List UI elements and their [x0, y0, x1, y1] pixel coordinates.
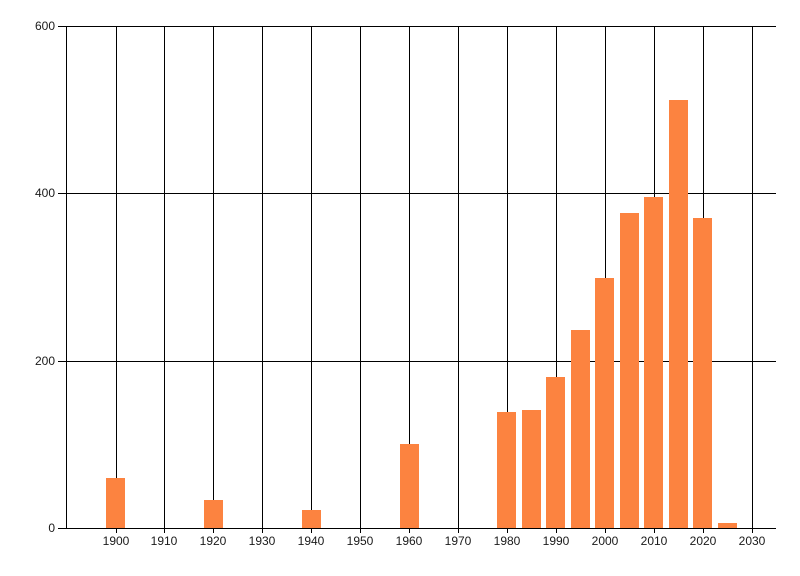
x-tick-label-1990: 1990	[542, 534, 570, 548]
x-gridline-1960	[409, 26, 410, 533]
bar-2000	[595, 278, 614, 528]
y-tick-label-600: 600	[34, 19, 55, 33]
bar-1920	[204, 500, 223, 528]
x-tick-label-2000: 2000	[591, 534, 619, 548]
bar-1985	[522, 410, 541, 528]
x-tick-label-1960: 1960	[395, 534, 423, 548]
x-gridline-1980	[507, 26, 508, 533]
x-tick-label-2010: 2010	[640, 534, 668, 548]
x-gridline-1900	[116, 26, 117, 533]
x-tick-label-1980: 1980	[493, 534, 521, 548]
bar-2025	[718, 523, 737, 528]
y-tick-label-400: 400	[34, 186, 55, 200]
x-tick-label-1950: 1950	[346, 534, 374, 548]
x-tick-label-1970: 1970	[444, 534, 472, 548]
x-gridline-1990	[556, 26, 557, 533]
bar-2005	[620, 213, 639, 528]
bar-2015	[669, 100, 688, 528]
y-gridline-600	[58, 26, 776, 27]
bar-1960	[400, 444, 419, 528]
bar-2020	[693, 218, 712, 528]
y-tick-label-0: 0	[48, 521, 55, 535]
x-gridline-1970	[458, 26, 459, 533]
x-tick-label-2020: 2020	[689, 534, 717, 548]
x-tick-label-1940: 1940	[297, 534, 325, 548]
bar-1995	[571, 330, 590, 528]
y-tick-label-200: 200	[34, 354, 55, 368]
x-gridline-1930	[262, 26, 263, 533]
x-tick-label-1920: 1920	[199, 534, 227, 548]
bar-2010	[644, 197, 663, 528]
y-gridline-400	[58, 193, 776, 194]
x-gridline-1920	[213, 26, 214, 533]
x-gridline-1940	[311, 26, 312, 533]
x-gridline-1910	[164, 26, 165, 533]
y-gridline-200	[58, 361, 776, 362]
x-tick-label-1900: 1900	[102, 534, 130, 548]
x-tick-label-2030: 2030	[738, 534, 766, 548]
bar-1980	[497, 412, 516, 528]
y-axis-line	[66, 26, 67, 528]
x-gridline-2030	[752, 26, 753, 533]
bar-1940	[302, 510, 321, 528]
x-tick-label-1910: 1910	[150, 534, 178, 548]
x-gridline-1950	[360, 26, 361, 533]
x-axis-line	[58, 528, 776, 529]
bar-1900	[106, 478, 125, 528]
x-tick-label-1930: 1930	[248, 534, 276, 548]
bar-1990	[546, 377, 565, 528]
